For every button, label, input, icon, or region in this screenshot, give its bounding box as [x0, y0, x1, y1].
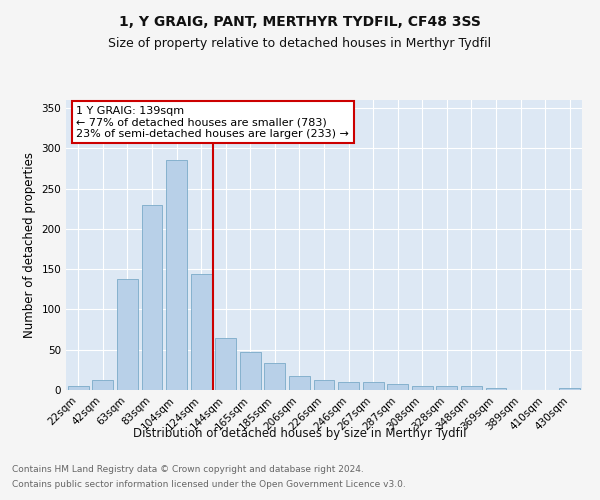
Bar [314, 380, 334, 390]
Bar [68, 386, 89, 390]
Bar [387, 384, 408, 390]
Bar [215, 338, 236, 390]
Bar [338, 382, 359, 390]
Bar [559, 388, 580, 390]
Bar [289, 376, 310, 390]
Text: Size of property relative to detached houses in Merthyr Tydfil: Size of property relative to detached ho… [109, 38, 491, 51]
Text: 1 Y GRAIG: 139sqm
← 77% of detached houses are smaller (783)
23% of semi-detache: 1 Y GRAIG: 139sqm ← 77% of detached hous… [76, 106, 349, 139]
Bar [142, 204, 163, 390]
Bar [436, 386, 457, 390]
Text: Contains public sector information licensed under the Open Government Licence v3: Contains public sector information licen… [12, 480, 406, 489]
Bar [485, 388, 506, 390]
Bar [117, 279, 138, 390]
Text: Distribution of detached houses by size in Merthyr Tydfil: Distribution of detached houses by size … [133, 428, 467, 440]
Text: 1, Y GRAIG, PANT, MERTHYR TYDFIL, CF48 3SS: 1, Y GRAIG, PANT, MERTHYR TYDFIL, CF48 3… [119, 15, 481, 29]
Text: Contains HM Land Registry data © Crown copyright and database right 2024.: Contains HM Land Registry data © Crown c… [12, 465, 364, 474]
Bar [92, 380, 113, 390]
Bar [461, 386, 482, 390]
Bar [265, 364, 286, 390]
Bar [191, 274, 212, 390]
Bar [362, 382, 383, 390]
Bar [166, 160, 187, 390]
Bar [240, 352, 261, 390]
Bar [412, 386, 433, 390]
Y-axis label: Number of detached properties: Number of detached properties [23, 152, 36, 338]
